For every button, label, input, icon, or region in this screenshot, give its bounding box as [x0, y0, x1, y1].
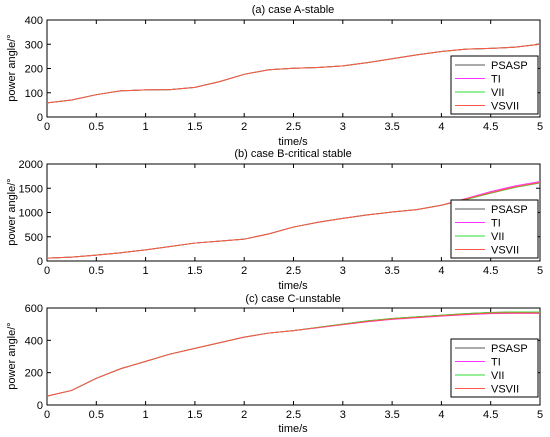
panel-b: (b) case B-critical stable 0 0.5 1 1.5 2 2.5 3…: [6, 148, 543, 292]
x-tick-label: 0: [44, 265, 50, 277]
y-tick-label: 0: [37, 400, 43, 412]
panel-b-plot: 0 0.5 1 1.5 2 2.5 3 3.5 4 4.5 5 0 500 1000 1500 2000 PSA…: [19, 159, 544, 277]
legend-label: TI: [491, 74, 501, 86]
x-tick-label: 4: [438, 121, 444, 133]
y-tick-label: 1000: [19, 208, 43, 220]
x-tick-label: 0: [44, 409, 50, 421]
x-tick-label: 1.5: [187, 121, 202, 133]
x-tick-label: 1.5: [187, 265, 202, 277]
y-tick-label: 0: [37, 112, 43, 124]
x-tick-label: 5: [537, 265, 543, 277]
legend-box: [450, 55, 539, 115]
panel-a-plot: 0 0.5 1 1.5 2 2.5 3 3.5 4 4.5 5 0 100 200 300 400 PSASP T…: [25, 15, 543, 133]
y-tick-label: 300: [25, 39, 43, 51]
panel-a-title: (a) case A-stable: [252, 4, 335, 16]
legend-box: [450, 338, 539, 398]
panel-c-xlabel: time/s: [278, 423, 308, 435]
y-tick-label: 200: [25, 368, 43, 380]
x-tick-label: 5: [537, 409, 543, 421]
x-tick-label: 4: [438, 409, 444, 421]
panel-c-ylabel: power angle/°: [6, 322, 18, 389]
x-tick-label: 3: [340, 121, 346, 133]
panel-c: (c) case C-unstable 0 0.5 1 1.5 2 2.5 3 3.5 4 4.5…: [6, 293, 543, 435]
x-tick-label: 0.5: [89, 121, 104, 133]
y-tick-label: 500: [25, 232, 43, 244]
legend-box: [450, 199, 539, 259]
panel-a: (a) case A-stable 0 0.5 1 1.5 2 2.5 3 3.5 4 4.5 50…: [6, 4, 543, 148]
y-tick-label: 2000: [19, 159, 43, 171]
x-tick-label: 3: [340, 265, 346, 277]
y-tick-label: 400: [25, 15, 43, 27]
x-tick-label: 3.5: [384, 409, 399, 421]
panel-c-title: (c) case C-unstable: [245, 293, 340, 305]
x-tick-label: 4.5: [483, 409, 498, 421]
x-tick-label: 5: [537, 121, 543, 133]
legend-label: PSASP: [491, 204, 528, 216]
y-tick-label: 0: [37, 256, 43, 268]
panel-b-ylabel: power angle/°: [6, 178, 18, 245]
x-tick-label: 1.5: [187, 409, 202, 421]
y-tick-label: 600: [25, 303, 43, 315]
x-tick-label: 2: [241, 409, 247, 421]
series-line-vsvii: [47, 312, 540, 397]
legend-label: VII: [491, 87, 504, 99]
x-tick-label: 0: [44, 121, 50, 133]
legend-label: VSVII: [491, 384, 519, 396]
legend-label: TI: [491, 357, 501, 369]
legend-label: VSVII: [491, 101, 519, 113]
x-tick-label: 2.5: [286, 409, 301, 421]
panel-a-xlabel: time/s: [278, 136, 308, 148]
x-tick-label: 0.5: [89, 265, 104, 277]
x-tick-label: 2.5: [286, 121, 301, 133]
series-line-vsvii: [47, 43, 540, 104]
x-tick-label: 2: [241, 121, 247, 133]
legend-label: TI: [491, 218, 501, 230]
x-tick-label: 3: [340, 409, 346, 421]
y-tick-label: 1500: [19, 183, 43, 195]
x-tick-label: 4.5: [483, 265, 498, 277]
legend-label: PSASP: [491, 343, 528, 355]
legend-label: VII: [491, 231, 504, 243]
x-tick-label: 4: [438, 265, 444, 277]
panel-a-ylabel: power angle/°: [6, 34, 18, 101]
panel-b-xlabel: time/s: [278, 280, 308, 292]
x-tick-label: 4.5: [483, 121, 498, 133]
legend-label: VII: [491, 370, 504, 382]
y-tick-label: 100: [25, 88, 43, 100]
x-tick-label: 3.5: [384, 265, 399, 277]
x-tick-label: 1: [143, 409, 149, 421]
legend-label: PSASP: [491, 60, 528, 72]
panel-c-plot: 0 0.5 1 1.5 2 2.5 3 3.5 4 4.5 5 0 200 400 600 PSASP TIVI…: [25, 303, 543, 421]
y-tick-label: 200: [25, 64, 43, 76]
x-tick-label: 2.5: [286, 265, 301, 277]
panel-b-title: (b) case B-critical stable: [234, 148, 351, 160]
x-tick-label: 1: [143, 121, 149, 133]
x-tick-label: 0.5: [89, 409, 104, 421]
y-tick-label: 400: [25, 335, 43, 347]
legend-label: VSVII: [491, 245, 519, 257]
x-tick-label: 3.5: [384, 121, 399, 133]
x-tick-label: 2: [241, 265, 247, 277]
x-tick-label: 1: [143, 265, 149, 277]
